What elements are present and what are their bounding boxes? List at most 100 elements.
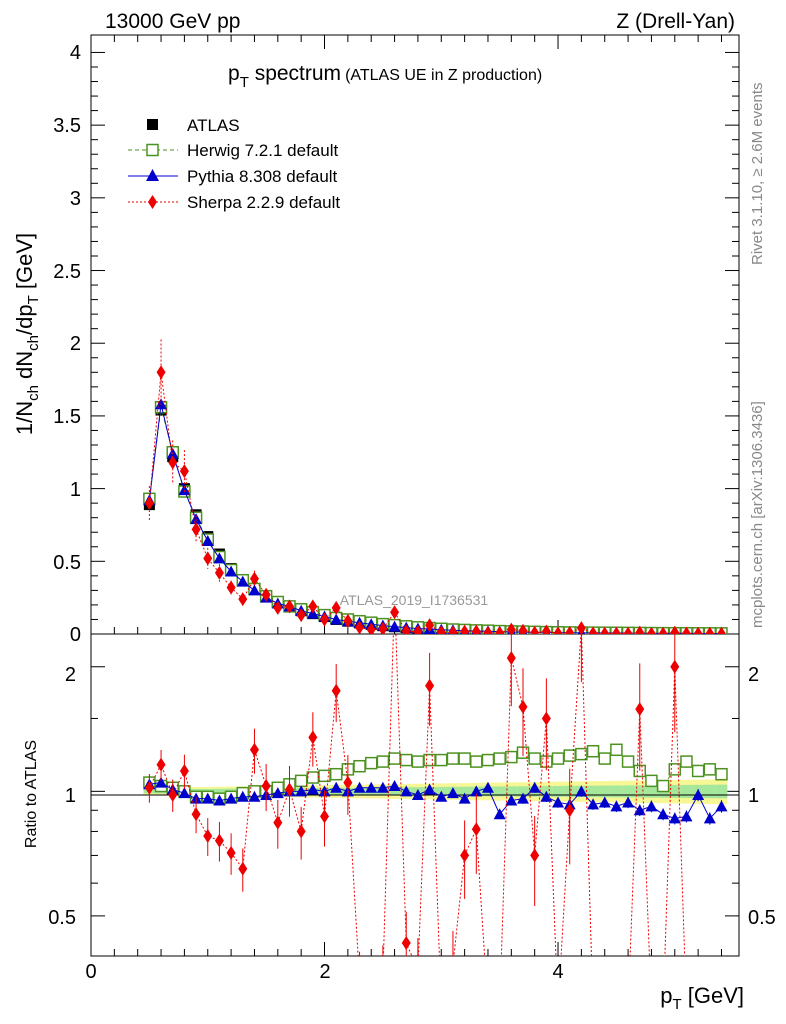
sherpa-point [191, 522, 201, 537]
sherpa-ratio-point [670, 659, 680, 674]
pythia-ratio-point [633, 804, 646, 816]
sherpa-ratio-point [214, 833, 224, 848]
sherpa-point [390, 605, 400, 620]
herwig-ratio-point [621, 755, 635, 768]
y-axis-label-top: 1/Nch dNch/dpT [GeV] [12, 233, 42, 435]
pythia-ratio-point [470, 785, 483, 797]
sherpa-point [296, 608, 306, 623]
legend-label: Pythia 8.308 default [187, 167, 338, 186]
herwig-ratio-point [435, 753, 448, 767]
sherpa-ratio-point [413, 963, 422, 977]
y-tick-label: 4 [70, 42, 81, 64]
pythia-ratio-point [668, 812, 681, 824]
band-segment-inner [622, 785, 634, 798]
herwig-ratio-point [446, 752, 460, 765]
sherpa-point [483, 625, 493, 634]
pythia-ratio-point [330, 781, 343, 793]
herwig-ratio-point [703, 763, 717, 776]
pythia-ratio-point [236, 790, 249, 802]
sherpa-ratio-point [273, 815, 283, 830]
sherpa-ratio-point [471, 822, 481, 837]
pythia-ratio-point [680, 810, 693, 822]
sherpa-point [541, 624, 551, 634]
pythia-point [190, 513, 203, 525]
ratio-tick-label-right: 2 [748, 664, 759, 686]
y-tick-label: 0.5 [53, 552, 81, 574]
herwig-ratio-point [470, 755, 483, 768]
band-segment-inner [493, 786, 506, 797]
herwig-ratio-point [399, 753, 413, 767]
x-tick-label: 0 [85, 961, 96, 983]
pythia-ratio-point [645, 800, 658, 812]
herwig-ratio-point [645, 774, 658, 788]
pythia-ratio-point [213, 794, 226, 806]
sherpa-ratio-point [495, 1001, 504, 1015]
legend-marker-sherpa [148, 195, 157, 209]
pythia-ratio-point [248, 790, 261, 802]
y-tick-label: 2 [70, 333, 81, 355]
sherpa-point [203, 551, 213, 566]
mcplots-label: mcplots.cern.ch [arXiv:1306.3436] [749, 401, 766, 628]
sherpa-point [261, 587, 271, 602]
sherpa-point [249, 571, 259, 586]
sherpa-point [413, 624, 423, 634]
legend-label: ATLAS [187, 116, 240, 135]
ratio-tick-label-right: 1 [748, 785, 759, 807]
pythia-ratio-point [376, 781, 389, 793]
sherpa-ratio-point [179, 763, 189, 778]
sherpa-ratio-point [624, 1001, 633, 1015]
pythia-point [178, 484, 191, 496]
sherpa-ratio-point [647, 1001, 656, 1015]
sherpa-ratio-point [635, 702, 645, 717]
pythia-ratio-point [493, 808, 506, 820]
y-tick-label: 1 [70, 479, 81, 501]
legend-marker-atlas [147, 119, 158, 130]
herwig-ratio-point [493, 752, 506, 765]
sherpa-point [693, 626, 703, 634]
sherpa-ratio-point [284, 782, 294, 797]
herwig-ratio-point [353, 759, 366, 773]
sherpa-point [425, 618, 435, 633]
pythia-ratio-point [201, 792, 214, 804]
pythia-ratio-point [446, 787, 459, 799]
axis-ticks [90, 35, 739, 956]
herwig-ratio-point [610, 743, 623, 757]
pythia-ratio-point [552, 796, 565, 808]
sherpa-point [611, 626, 621, 634]
sherpa-point [553, 626, 563, 634]
sherpa-point [588, 626, 598, 634]
y-tick-labels-ratio: 0.5 1 2 0.5 1 2 [48, 664, 776, 929]
sherpa-point [156, 365, 166, 380]
herwig-ratio-point [528, 752, 541, 765]
sherpa-point [355, 620, 365, 634]
sherpa-point [378, 621, 388, 634]
sherpa-ratio-point [144, 780, 154, 795]
sherpa-point [401, 624, 411, 634]
sherpa-point [238, 592, 248, 607]
sherpa-point [471, 624, 481, 634]
band-segment-inner [633, 785, 646, 798]
sherpa-point [273, 600, 283, 615]
sherpa-ratio-point [541, 711, 551, 726]
y-axis-label-ratio: Ratio to ATLAS [23, 740, 40, 848]
sherpa-ratio-point [367, 1001, 376, 1015]
y-tick-labels-top: 0 0.5 1 1.5 2 2.5 3 3.5 4 [53, 42, 81, 646]
ratio-tick-label: 0.5 [48, 907, 76, 929]
pythia-ratio-point [353, 781, 366, 793]
sherpa-point [506, 622, 516, 634]
sherpa-point [343, 613, 353, 628]
band-segment-inner [458, 786, 471, 797]
sherpa-ratio-point [518, 699, 528, 714]
sherpa-ratio-point [589, 1001, 598, 1015]
sherpa-point [646, 626, 656, 634]
sherpa-ratio-point [530, 848, 540, 863]
pythia-ratio-point [306, 783, 319, 795]
sherpa-ratio-point [261, 779, 271, 794]
sherpa-point [565, 625, 575, 634]
herwig-ratio-point [294, 774, 308, 788]
sherpa-point [448, 625, 458, 634]
herwig-ratio-point [586, 744, 600, 758]
sherpa-ratio-point [308, 730, 318, 745]
sherpa-ratio-point [296, 824, 306, 839]
